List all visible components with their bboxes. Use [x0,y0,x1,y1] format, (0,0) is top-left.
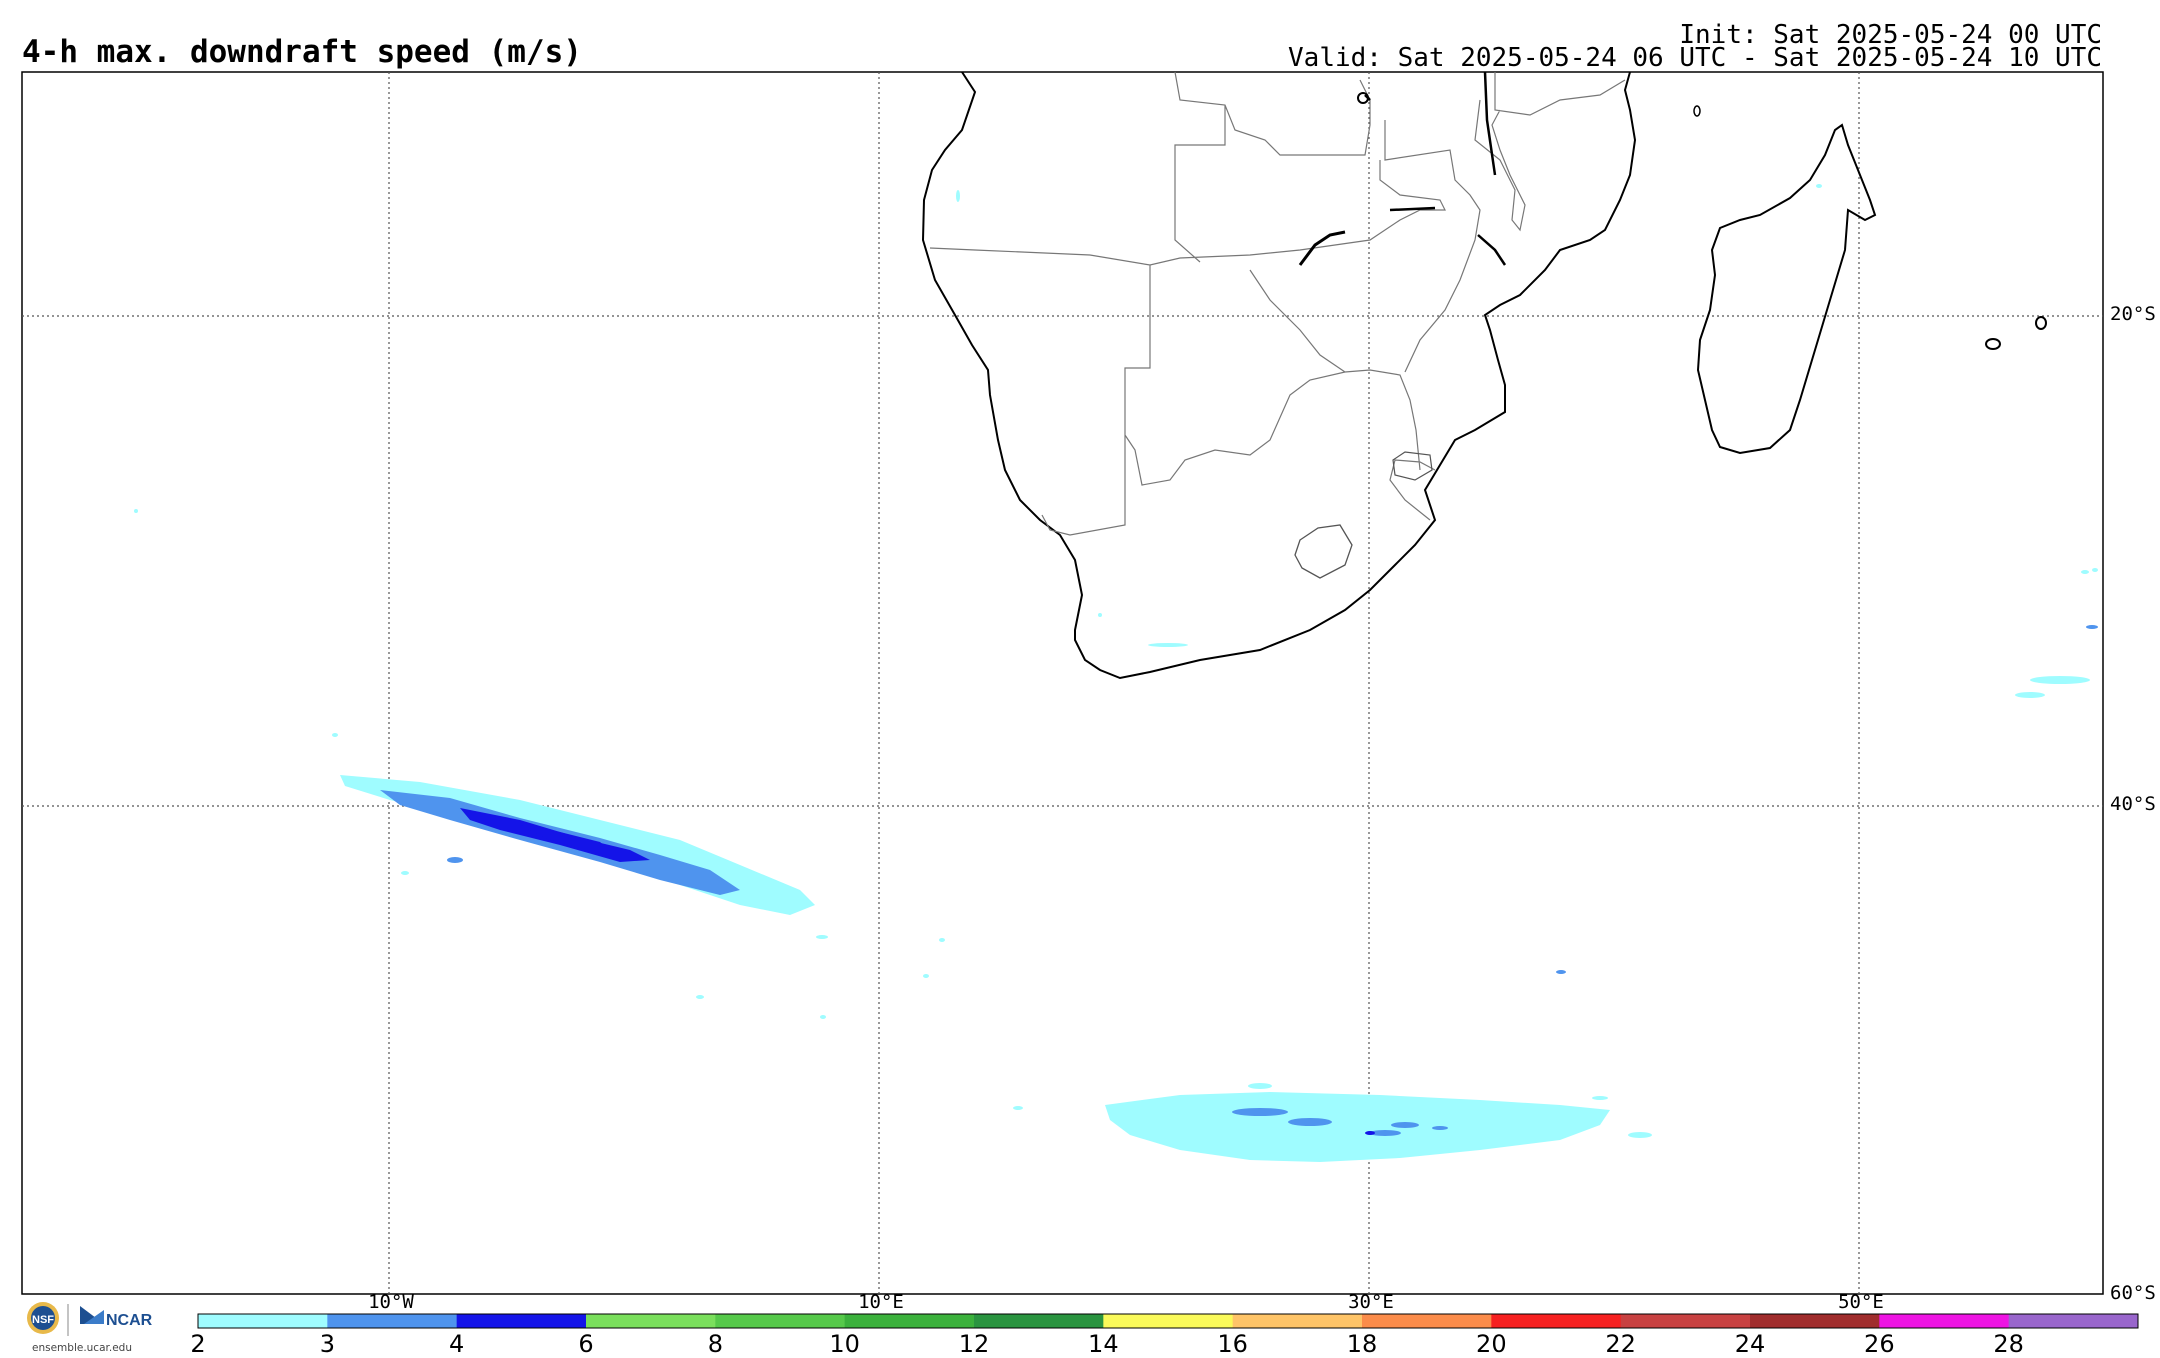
nsf-logo-icon: NSF [27,1302,69,1336]
lake-lines [1364,71,1507,266]
colorbar-swatch [844,1314,975,1328]
colorbar-outline [197,1313,2139,1329]
colorbar-swatch [1879,1314,2010,1328]
africa-coastline [921,71,1637,680]
colorbar-tick-label: 4 [449,1330,465,1358]
colorbar-tick-label: 14 [1088,1330,1119,1358]
colorbar-swatch [2008,1314,2139,1328]
colorbar-tick-label: 3 [319,1330,335,1358]
ncar-label: NCAR [106,1312,153,1329]
mauritius-island [2035,316,2047,330]
colorbar-swatch [1491,1314,1622,1328]
lon-label-50e: 50°E [1838,1291,1884,1313]
colorbar-swatch [1103,1314,1234,1328]
colorbar-tick-label: 20 [1476,1330,1507,1358]
lake-kariba [1298,230,1346,266]
colorbar-swatch [1620,1314,1751,1328]
downdraft-small-cells [134,184,2098,974]
colorbar-swatch [198,1314,328,1328]
colorbar-tick-label: 10 [829,1330,860,1358]
reunion-island [1985,338,2001,350]
colorbar-tick-label: 24 [1734,1330,1766,1358]
colorbar-swatch [974,1314,1104,1328]
site-url: ensemble.ucar.edu [32,1342,132,1354]
lon-label-10w: 10°W [368,1291,414,1313]
colorbar-swatch [1362,1314,1492,1328]
downdraft-band-south [1013,1083,1652,1162]
colorbar-tick-label: 28 [1993,1330,2024,1358]
colorbar-tick-label: 16 [1217,1330,1248,1358]
downdraft-band-southwest [332,733,945,1019]
colorbar-swatch [586,1314,716,1328]
colorbar-tick-label: 6 [578,1330,594,1358]
colorbar-swatch [1232,1314,1363,1328]
eswatini-border [1392,451,1433,481]
graticule [22,72,2103,1294]
colorbar-tick-label: 2 [190,1330,206,1358]
colorbar-tick-label: 8 [707,1330,723,1358]
lon-label-30e: 30°E [1348,1291,1394,1313]
colorbar-tick-label: 18 [1346,1330,1378,1358]
colorbar-tick-label: 12 [958,1330,990,1358]
map-title: 4-h max. downdraft speed (m/s) [22,34,582,70]
colorbar-tick-label: 26 [1864,1330,1895,1358]
colorbar [197,1313,2139,1329]
colorbar-swatch [456,1314,587,1328]
lat-label-20s: 20°S [2110,303,2156,325]
colorbar-swatch [1750,1314,1880,1328]
lake-bangweulu [1357,92,1369,104]
colorbar-swatch [715,1314,846,1328]
ncar-logo-icon [80,1306,104,1324]
lat-label-60s: 60°S [2110,1282,2156,1304]
valid-time: Valid: Sat 2025-05-24 06 UTC - Sat 2025-… [1288,43,2102,73]
lat-label-40s: 40°S [2110,793,2156,815]
svg-text:NSF: NSF [32,1314,54,1326]
init-time: Init: Sat 2025-05-24 00 UTC [1679,20,2102,50]
colorbar-swatch [327,1314,458,1328]
comoros-island [1693,105,1701,117]
map-frame [21,71,2104,1295]
colorbar-tick-label: 22 [1605,1330,1636,1358]
country-borders [929,71,1626,536]
lesotho-border [1294,524,1353,579]
madagascar-coastline [1696,123,1877,455]
lon-label-10e: 10°E [858,1291,904,1313]
